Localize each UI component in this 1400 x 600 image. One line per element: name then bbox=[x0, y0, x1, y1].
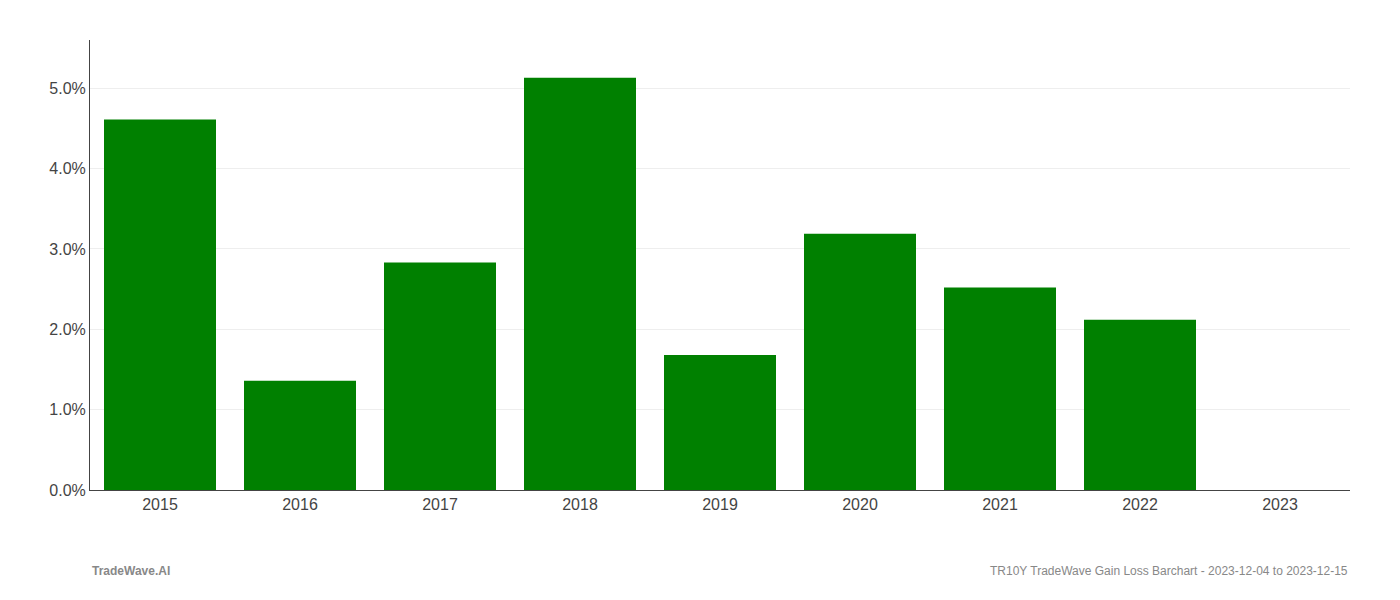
svg-text:5.0%: 5.0% bbox=[49, 80, 85, 97]
svg-text:2020: 2020 bbox=[842, 496, 878, 513]
svg-text:1.0%: 1.0% bbox=[49, 401, 85, 418]
svg-text:4.0%: 4.0% bbox=[49, 160, 85, 177]
svg-text:2015: 2015 bbox=[142, 496, 178, 513]
svg-text:2018: 2018 bbox=[562, 496, 598, 513]
svg-text:2023: 2023 bbox=[1262, 496, 1298, 513]
svg-text:TradeWave.AI: TradeWave.AI bbox=[92, 564, 170, 578]
svg-text:3.0%: 3.0% bbox=[49, 241, 85, 258]
svg-text:2017: 2017 bbox=[422, 496, 458, 513]
svg-text:2019: 2019 bbox=[702, 496, 738, 513]
svg-text:2021: 2021 bbox=[982, 496, 1018, 513]
svg-text:2016: 2016 bbox=[282, 496, 318, 513]
svg-text:2022: 2022 bbox=[1122, 496, 1158, 513]
svg-text:2.0%: 2.0% bbox=[49, 321, 85, 338]
svg-text:0.0%: 0.0% bbox=[49, 482, 85, 499]
svg-text:TR10Y TradeWave Gain Loss Barc: TR10Y TradeWave Gain Loss Barchart - 202… bbox=[990, 564, 1348, 578]
